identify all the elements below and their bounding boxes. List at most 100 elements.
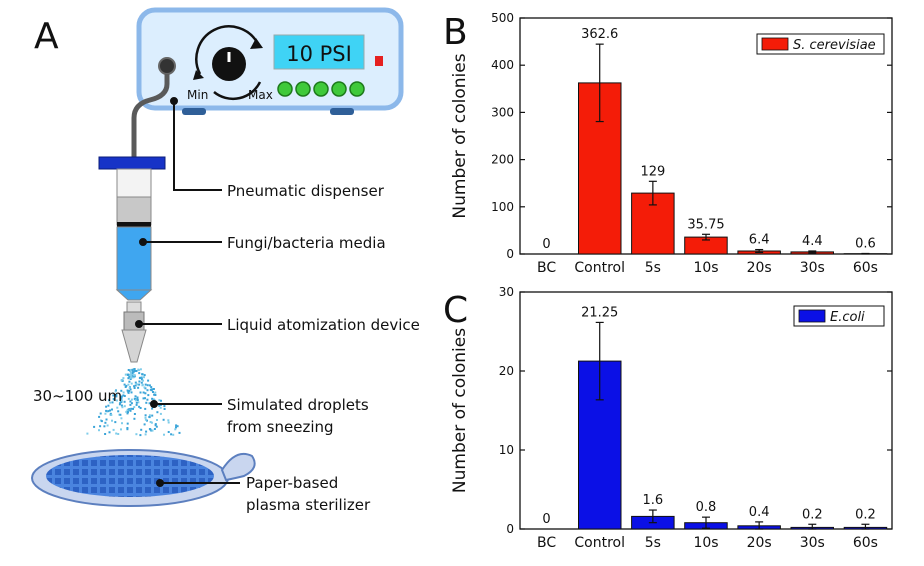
droplet — [138, 380, 141, 383]
y-tick-label: 20 — [499, 364, 514, 378]
data-label: 0.6 — [855, 236, 876, 251]
droplet — [151, 407, 154, 410]
droplet — [123, 400, 126, 403]
droplet — [123, 395, 126, 397]
droplet — [127, 377, 130, 380]
droplet — [144, 414, 147, 417]
droplet — [167, 421, 170, 424]
droplet — [145, 401, 148, 404]
droplet — [120, 389, 123, 392]
droplet — [117, 433, 120, 435]
droplet — [172, 433, 175, 436]
droplet — [148, 384, 151, 387]
droplet — [134, 399, 137, 402]
droplet — [145, 430, 148, 433]
droplet — [133, 406, 136, 409]
droplet — [128, 380, 131, 383]
droplet — [109, 409, 111, 412]
droplet — [117, 410, 120, 413]
droplet — [120, 404, 123, 407]
data-label: 0 — [542, 512, 550, 527]
droplet — [126, 409, 129, 412]
x-tick-label: 20s — [747, 260, 772, 276]
droplet — [137, 369, 140, 372]
droplet — [122, 391, 125, 394]
droplet — [126, 389, 129, 392]
droplet — [136, 383, 139, 386]
droplet — [153, 428, 156, 430]
outlet-port — [158, 57, 176, 75]
droplet — [128, 373, 131, 376]
droplet — [120, 379, 123, 382]
droplet — [115, 395, 118, 398]
droplet — [125, 373, 128, 376]
droplet — [160, 399, 162, 402]
droplet — [129, 403, 132, 406]
control-button-4 — [331, 81, 347, 97]
x-tick-label: BC — [537, 535, 556, 551]
droplet — [130, 375, 133, 378]
droplet — [115, 393, 118, 396]
pressure-readout: 10 PSI — [286, 42, 352, 66]
droplet — [144, 418, 147, 421]
droplet — [178, 431, 181, 434]
droplet — [174, 428, 177, 431]
droplet — [176, 425, 179, 428]
atomizer-nozzle — [121, 329, 147, 363]
droplet — [130, 398, 133, 401]
plot-frame — [519, 291, 893, 530]
droplet — [139, 434, 142, 437]
sterilizer-electrode-grid — [46, 455, 214, 497]
droplet — [115, 399, 118, 402]
droplet — [121, 422, 123, 425]
data-label: 4.4 — [802, 234, 823, 249]
droplet — [126, 428, 129, 431]
droplet — [125, 410, 128, 413]
droplet — [144, 416, 147, 419]
droplet — [127, 390, 130, 393]
droplet — [106, 410, 109, 413]
droplet — [152, 391, 154, 393]
droplet — [108, 399, 110, 402]
y-tick-label: 10 — [499, 443, 514, 457]
droplet — [126, 422, 129, 425]
droplet — [114, 390, 117, 393]
droplet — [142, 397, 145, 400]
droplet — [121, 406, 124, 409]
y-axis-label: Number of colonies — [450, 328, 470, 493]
droplet — [148, 428, 151, 430]
droplet — [151, 429, 154, 432]
syringe-plunger — [117, 222, 151, 227]
droplet — [148, 414, 151, 417]
droplet — [133, 374, 136, 377]
pneumatic-dispenser-device: Min Max 10 PSI — [136, 7, 404, 115]
droplet — [142, 379, 144, 382]
droplet — [131, 376, 134, 379]
droplet — [167, 431, 170, 433]
droplet — [134, 395, 137, 398]
x-tick-label: 10s — [693, 535, 718, 551]
droplet — [159, 406, 162, 409]
droplet — [139, 391, 142, 394]
control-button-5 — [349, 81, 365, 97]
y-tick-label: 0 — [506, 522, 514, 536]
legend-swatch — [761, 37, 789, 51]
droplet — [134, 381, 137, 384]
droplet — [134, 384, 137, 387]
syringe — [98, 156, 166, 301]
droplet — [128, 386, 131, 389]
droplet — [141, 378, 143, 381]
droplet — [136, 396, 139, 399]
droplet — [109, 401, 112, 404]
plasma-sterilizer — [31, 449, 256, 507]
droplet — [163, 408, 166, 410]
x-tick-label: 10s — [693, 260, 718, 276]
y-axis-label: Number of colonies — [450, 53, 470, 218]
x-tick-label: BC — [537, 260, 556, 276]
droplet — [138, 372, 141, 375]
legend-label: E.coli — [830, 310, 865, 325]
data-label: 1.6 — [643, 493, 664, 508]
droplet — [133, 417, 136, 420]
droplet — [131, 374, 134, 377]
droplet — [175, 424, 178, 427]
